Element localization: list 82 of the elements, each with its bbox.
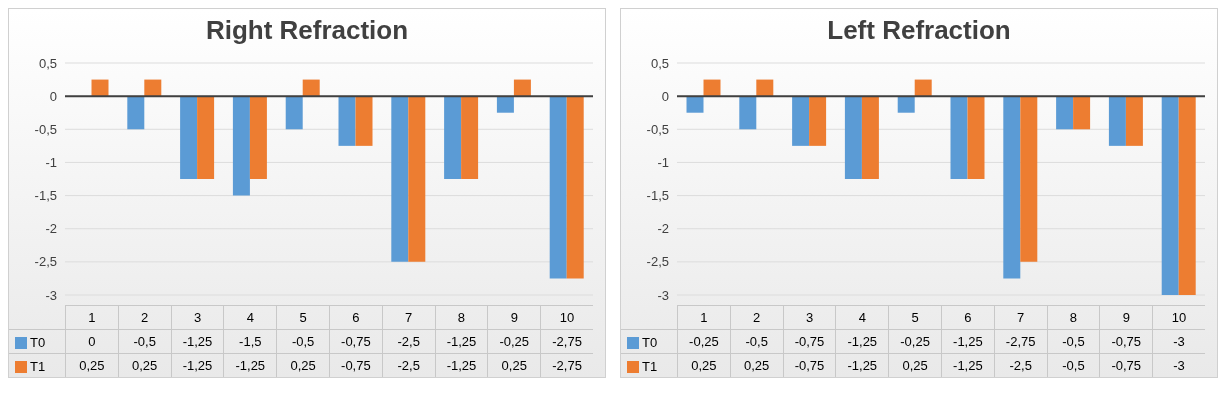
data-label: -1,25 xyxy=(170,329,224,353)
data-label: -0,25 xyxy=(677,329,730,353)
x-tick-label: 10 xyxy=(540,305,593,329)
x-tick-label: 7 xyxy=(993,305,1047,329)
y-tick-label: 0 xyxy=(661,88,669,104)
data-label: -0,25 xyxy=(487,329,541,353)
data-label: -2,5 xyxy=(381,329,435,353)
data-label: -2,75 xyxy=(993,329,1047,353)
data-label: 0,25 xyxy=(276,353,329,377)
x-tick-label: 9 xyxy=(1099,305,1153,329)
x-tick-label: 8 xyxy=(1046,305,1100,329)
data-label: 0,25 xyxy=(117,353,171,377)
x-tick-label: 9 xyxy=(487,305,541,329)
x-tick-label: 1 xyxy=(65,305,118,329)
data-label: -0,75 xyxy=(328,353,382,377)
y-tick-label: -0,5 xyxy=(646,121,669,137)
data-label: -1,5 xyxy=(223,329,277,353)
legend-label: T1 xyxy=(642,358,658,374)
data-label: -2,75 xyxy=(540,353,593,377)
data-label: -0,75 xyxy=(1099,353,1153,377)
y-tick-label: -2,5 xyxy=(646,254,669,270)
data-label: 0,25 xyxy=(65,353,118,377)
data-label: 0,25 xyxy=(677,353,730,377)
y-tick-label: -1,5 xyxy=(34,188,57,204)
data-label: -1,25 xyxy=(835,329,889,353)
data-label: -0,5 xyxy=(1046,329,1100,353)
data-label: -1,25 xyxy=(170,353,224,377)
chart-title: Right Refraction xyxy=(204,15,410,47)
data-label: -1,25 xyxy=(434,353,488,377)
data-label: -0,5 xyxy=(117,329,171,353)
y-tick-label: 0,5 xyxy=(38,55,57,71)
data-label: -2,5 xyxy=(381,353,435,377)
data-label: -1,25 xyxy=(434,329,488,353)
data-label: -0,75 xyxy=(328,329,382,353)
y-tick-label: 0,5 xyxy=(650,55,669,71)
x-tick-label: 10 xyxy=(1152,305,1205,329)
data-label: -0,5 xyxy=(276,329,329,353)
y-tick-label: -1 xyxy=(45,155,57,171)
y-tick-label: -2 xyxy=(45,221,57,237)
x-tick-label: 6 xyxy=(328,305,382,329)
x-tick-label: 1 xyxy=(677,305,730,329)
data-label: 0,25 xyxy=(888,353,941,377)
data-label: -0,75 xyxy=(1099,329,1153,353)
y-tick-label: -1 xyxy=(657,155,669,171)
y-tick-label: -3 xyxy=(45,287,57,303)
data-label: 0 xyxy=(65,329,118,353)
chart-title: Left Refraction xyxy=(826,15,1012,47)
x-tick-label: 4 xyxy=(223,305,277,329)
legend-label: T0 xyxy=(642,334,658,350)
x-tick-label: 3 xyxy=(170,305,224,329)
data-label: 0,25 xyxy=(729,353,783,377)
y-tick-label: -0,5 xyxy=(34,121,57,137)
x-tick-label: 5 xyxy=(276,305,329,329)
x-tick-label: 3 xyxy=(782,305,836,329)
x-tick-label: 6 xyxy=(940,305,994,329)
x-tick-label: 5 xyxy=(888,305,941,329)
x-tick-label: 4 xyxy=(835,305,889,329)
y-tick-label: -2,5 xyxy=(34,254,57,270)
x-tick-label: 2 xyxy=(117,305,171,329)
legend-label: T0 xyxy=(30,334,46,350)
data-label: -0,5 xyxy=(729,329,783,353)
data-label: -0,25 xyxy=(888,329,941,353)
x-tick-label: 2 xyxy=(729,305,783,329)
data-label: -1,25 xyxy=(940,329,994,353)
y-tick-label: -3 xyxy=(657,287,669,303)
x-tick-label: 7 xyxy=(381,305,435,329)
data-label: -2,75 xyxy=(540,329,593,353)
legend-label: T1 xyxy=(30,358,46,374)
data-label: -1,25 xyxy=(835,353,889,377)
data-label: 0,25 xyxy=(487,353,541,377)
data-label: -0,5 xyxy=(1046,353,1100,377)
data-label: -2,5 xyxy=(993,353,1047,377)
y-tick-label: -2 xyxy=(657,221,669,237)
data-label: -0,75 xyxy=(782,353,836,377)
data-label: -1,25 xyxy=(223,353,277,377)
data-label: -3 xyxy=(1152,329,1205,353)
data-label: -0,75 xyxy=(782,329,836,353)
x-tick-label: 8 xyxy=(434,305,488,329)
data-label: -1,25 xyxy=(940,353,994,377)
y-tick-label: -1,5 xyxy=(646,188,669,204)
data-label: -3 xyxy=(1152,353,1205,377)
y-tick-label: 0 xyxy=(49,88,57,104)
